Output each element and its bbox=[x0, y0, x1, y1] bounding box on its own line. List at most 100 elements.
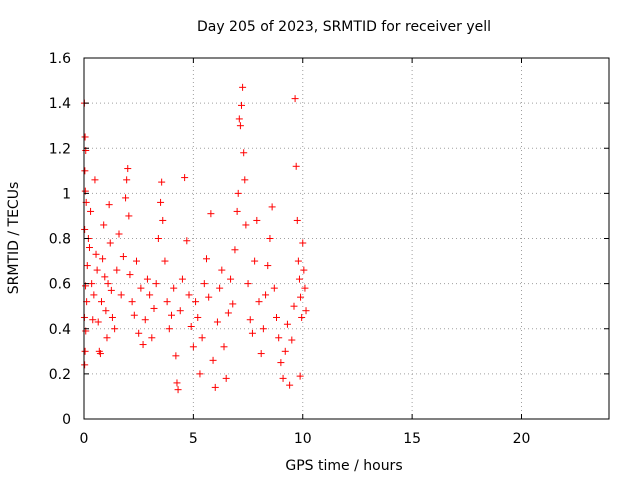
data-point bbox=[264, 262, 272, 270]
grid bbox=[84, 58, 609, 419]
data-point bbox=[173, 379, 181, 387]
data-point bbox=[152, 280, 160, 288]
data-point bbox=[203, 255, 210, 263]
data-point bbox=[218, 266, 226, 274]
data-point bbox=[137, 284, 145, 292]
data-point bbox=[81, 167, 89, 175]
data-point bbox=[239, 83, 247, 91]
data-point bbox=[288, 336, 296, 344]
data-point bbox=[231, 246, 239, 254]
data-point bbox=[108, 313, 116, 321]
data-point bbox=[281, 347, 289, 355]
data-point bbox=[293, 216, 301, 224]
data-point bbox=[176, 307, 184, 315]
data-point bbox=[126, 271, 134, 279]
data-point bbox=[198, 334, 206, 342]
data-point bbox=[119, 253, 127, 261]
data-point bbox=[253, 216, 261, 224]
data-point bbox=[291, 95, 299, 103]
data-point bbox=[133, 257, 140, 265]
data-point bbox=[241, 176, 249, 184]
data-point bbox=[141, 316, 149, 324]
data-point bbox=[143, 275, 151, 283]
data-point bbox=[163, 298, 171, 306]
data-point bbox=[266, 235, 274, 242]
data-point bbox=[130, 311, 138, 319]
data-point bbox=[135, 329, 143, 337]
y-tick-label: 0.2 bbox=[49, 367, 71, 383]
data-point bbox=[192, 298, 200, 306]
data-point bbox=[229, 300, 237, 308]
data-point bbox=[148, 334, 156, 342]
data-point bbox=[189, 343, 197, 351]
data-point bbox=[185, 291, 193, 299]
data-point bbox=[94, 318, 102, 326]
y-tick-label: 0.6 bbox=[49, 277, 71, 293]
data-point bbox=[246, 316, 254, 324]
data-point bbox=[93, 266, 101, 274]
data-point bbox=[183, 237, 191, 245]
data-points bbox=[80, 83, 310, 394]
data-point bbox=[91, 176, 99, 184]
data-point bbox=[103, 334, 111, 342]
data-point bbox=[242, 221, 250, 229]
data-point bbox=[238, 101, 245, 109]
y-tick-label: 1.4 bbox=[49, 96, 71, 112]
plot-frame bbox=[83, 57, 610, 420]
data-point bbox=[227, 275, 235, 283]
data-point bbox=[299, 239, 307, 247]
data-point bbox=[233, 207, 241, 215]
data-point bbox=[92, 250, 100, 258]
data-point bbox=[122, 194, 130, 202]
data-point bbox=[248, 329, 256, 337]
x-tick-label: 20 bbox=[513, 431, 531, 447]
data-point bbox=[255, 298, 263, 306]
data-point bbox=[213, 318, 221, 326]
data-point bbox=[157, 198, 165, 206]
data-point bbox=[273, 313, 280, 321]
data-point bbox=[100, 221, 108, 229]
data-point bbox=[234, 189, 242, 197]
data-point bbox=[123, 176, 131, 184]
data-point bbox=[81, 133, 89, 141]
data-point bbox=[224, 309, 232, 317]
data-point bbox=[115, 230, 123, 238]
data-point bbox=[81, 361, 89, 369]
data-point bbox=[187, 322, 195, 330]
data-point bbox=[298, 313, 306, 321]
data-point bbox=[87, 207, 95, 215]
data-point bbox=[297, 293, 305, 301]
data-point bbox=[88, 280, 96, 288]
data-point bbox=[178, 275, 186, 283]
data-point bbox=[102, 307, 110, 315]
data-point bbox=[196, 370, 204, 378]
data-point bbox=[251, 257, 259, 265]
data-point bbox=[270, 284, 278, 292]
data-point bbox=[150, 304, 158, 312]
data-point bbox=[99, 255, 107, 263]
data-point bbox=[90, 291, 98, 299]
data-point bbox=[240, 149, 248, 157]
data-point bbox=[283, 320, 291, 328]
data-point bbox=[159, 216, 167, 224]
data-point bbox=[181, 174, 189, 182]
data-point bbox=[292, 162, 300, 170]
data-point bbox=[294, 257, 302, 265]
data-point bbox=[83, 262, 91, 270]
data-point bbox=[158, 178, 166, 186]
data-point bbox=[205, 293, 213, 301]
y-tick-label: 0.4 bbox=[49, 322, 71, 338]
data-point bbox=[222, 374, 230, 382]
data-point bbox=[165, 325, 173, 333]
axis-ticks: 0 5 10 15 20 0 0.2 0.4 0.6 0.8 1 1.2 1.4 1.6 bbox=[49, 51, 609, 447]
data-point bbox=[172, 352, 180, 360]
data-point bbox=[89, 316, 97, 324]
data-point bbox=[154, 235, 162, 242]
data-point bbox=[290, 302, 298, 310]
data-point bbox=[161, 257, 169, 265]
data-point bbox=[275, 334, 283, 342]
data-point bbox=[104, 280, 112, 288]
data-point bbox=[235, 115, 243, 123]
data-point bbox=[302, 307, 310, 315]
